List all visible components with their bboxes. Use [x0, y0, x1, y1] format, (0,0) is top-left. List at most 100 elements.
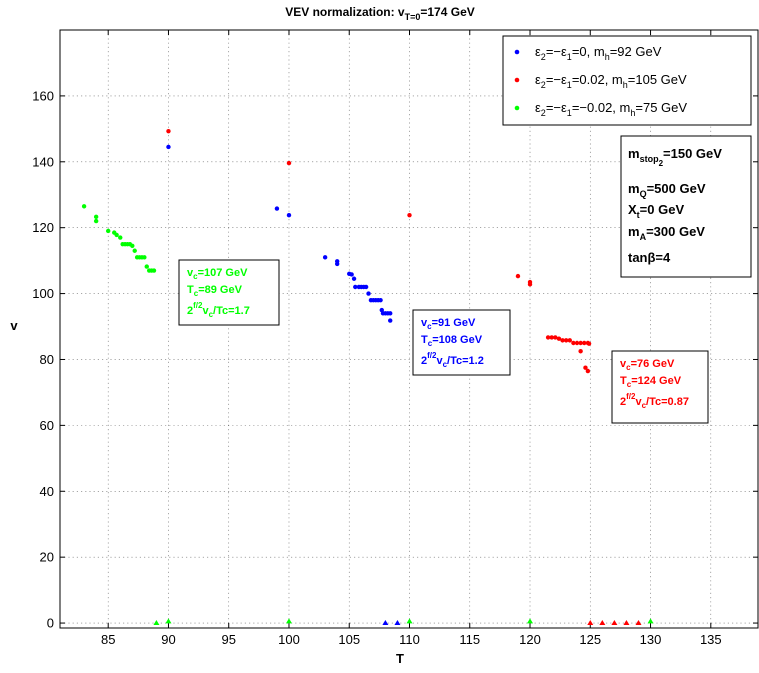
- y-tick-label: 120: [32, 220, 54, 235]
- data-point-2: [106, 228, 111, 234]
- x-tick-label: 110: [399, 632, 420, 647]
- legend-entry: ε2=−ε1=−0.02, mh=75 GeV: [535, 100, 687, 118]
- data-point-0: [349, 272, 354, 277]
- x-tick-label: 95: [221, 632, 235, 647]
- chart-title-main: VEV normalization: v: [285, 5, 405, 19]
- annotation-box: [611, 350, 709, 424]
- data-point-0: [166, 144, 171, 150]
- param-line: mQ=500 GeV: [628, 181, 706, 199]
- param-line: tanβ=4: [628, 250, 671, 265]
- data-point-0: [366, 291, 371, 296]
- data-point-2: [132, 248, 137, 253]
- legend-box: [502, 35, 752, 126]
- data-point-0: [351, 276, 357, 281]
- y-tick-label: 100: [32, 286, 54, 301]
- y-axis-label: v: [10, 318, 18, 333]
- data-point-1: [286, 160, 292, 166]
- legend-marker: [514, 77, 520, 83]
- data-point-1: [567, 338, 572, 343]
- annotation-ratio: 2f/2vc/Tc=0.87: [620, 392, 689, 410]
- data-point-1: [582, 340, 587, 346]
- data-point-1: [578, 349, 583, 354]
- data-point-0: [394, 620, 401, 626]
- data-point-2: [142, 255, 147, 260]
- data-point-1: [553, 335, 558, 340]
- data-point-2: [93, 218, 99, 224]
- data-point-1: [549, 335, 554, 340]
- data-point-1: [623, 620, 630, 626]
- data-point-1: [166, 128, 171, 134]
- params-box-frame: [620, 135, 752, 278]
- data-point-2: [527, 618, 534, 624]
- x-tick-label: 125: [579, 632, 601, 647]
- data-point-1: [574, 340, 580, 346]
- data-point-0: [353, 284, 358, 290]
- data-point-0: [382, 620, 389, 626]
- data-point-0: [378, 297, 383, 303]
- annotations: vc=107 GeV Tc=89 GeV 2f/2vc/Tc=1.7 vc=91 Ge…: [178, 259, 709, 424]
- data-point-1: [585, 368, 591, 374]
- data-point-0: [388, 311, 393, 316]
- params-box: mstop2=150 GeV mQ=500 GeV Xt=0 GeV mA=300 G…: [620, 135, 752, 278]
- x-tick-label: 90: [161, 632, 175, 647]
- annotation-box: [412, 309, 511, 376]
- y-tick-label: 0: [47, 616, 54, 631]
- data-point-1: [407, 212, 412, 218]
- data-point-0: [388, 318, 393, 323]
- data-point-0: [286, 212, 292, 218]
- annotation-ratio: 2f/2vc/Tc=1.2: [421, 351, 484, 369]
- y-tick-label: 80: [40, 352, 54, 367]
- chart-title: VEV normalization: vT=0=174 GeV: [285, 5, 475, 22]
- data-point-0: [334, 261, 340, 267]
- data-point-2: [114, 232, 119, 238]
- annotation-tc: Tc=124 GeV: [620, 375, 682, 389]
- annotation-tc: Tc=108 GeV: [421, 334, 483, 348]
- data-point-2: [153, 620, 160, 626]
- legend-entry: ε2=−ε1=0, mh=92 GeV: [535, 44, 662, 62]
- data-points: [81, 128, 654, 626]
- y-tick-label: 160: [32, 88, 54, 103]
- data-point-2: [130, 243, 135, 249]
- data-point-2: [406, 618, 413, 624]
- data-point-1: [560, 338, 565, 343]
- annotation-ratio: 2f/2vc/Tc=1.7: [187, 301, 250, 319]
- param-line: Xt=0 GeV: [628, 202, 684, 220]
- y-tick-label: 20: [40, 550, 54, 565]
- data-point-2: [81, 204, 87, 209]
- data-point-2: [144, 264, 149, 269]
- param-line: mA=300 GeV: [628, 224, 705, 242]
- x-tick-label: 115: [459, 632, 480, 647]
- data-point-1: [515, 273, 521, 279]
- data-point-0: [322, 255, 328, 260]
- plot-frame: [59, 29, 759, 629]
- data-point-1: [583, 365, 588, 370]
- axes: 85 90 95 100 105 110 115 120 125 130 135 0 20 40 60 80 1…: [32, 29, 759, 647]
- data-point-2: [165, 618, 172, 624]
- annotation-vc: vc=91 GeV: [421, 317, 476, 331]
- data-point-1: [586, 341, 592, 346]
- legend: ε2=−ε1=0, mh=92 GeV ε2=−ε1=0.02, mh=105 G…: [502, 35, 752, 126]
- data-point-1: [545, 335, 551, 340]
- data-point-1: [587, 620, 594, 626]
- annotation-tc: Tc=89 GeV: [187, 284, 243, 298]
- x-tick-label: 85: [101, 632, 115, 647]
- data-point-1: [611, 620, 618, 626]
- data-point-1: [563, 338, 569, 343]
- param-line: mstop2=150 GeV: [628, 146, 722, 168]
- legend-marker: [514, 49, 520, 55]
- data-point-2: [151, 268, 157, 273]
- data-point-2: [285, 618, 292, 624]
- annotation-vc: vc=76 GeV: [620, 358, 675, 372]
- x-tick-label: 100: [278, 632, 300, 647]
- chart-title-sub: T=0: [405, 12, 421, 22]
- y-tick-label: 60: [40, 418, 54, 433]
- data-point-2: [93, 214, 99, 220]
- x-tick-label: 105: [338, 632, 360, 647]
- x-tick-label: 130: [640, 632, 662, 647]
- annotation-box: [178, 259, 280, 326]
- x-tick-label: 120: [519, 632, 541, 647]
- data-point-1: [578, 340, 583, 346]
- chart-title-tail: =174 GeV: [420, 5, 474, 19]
- legend-marker: [514, 105, 520, 111]
